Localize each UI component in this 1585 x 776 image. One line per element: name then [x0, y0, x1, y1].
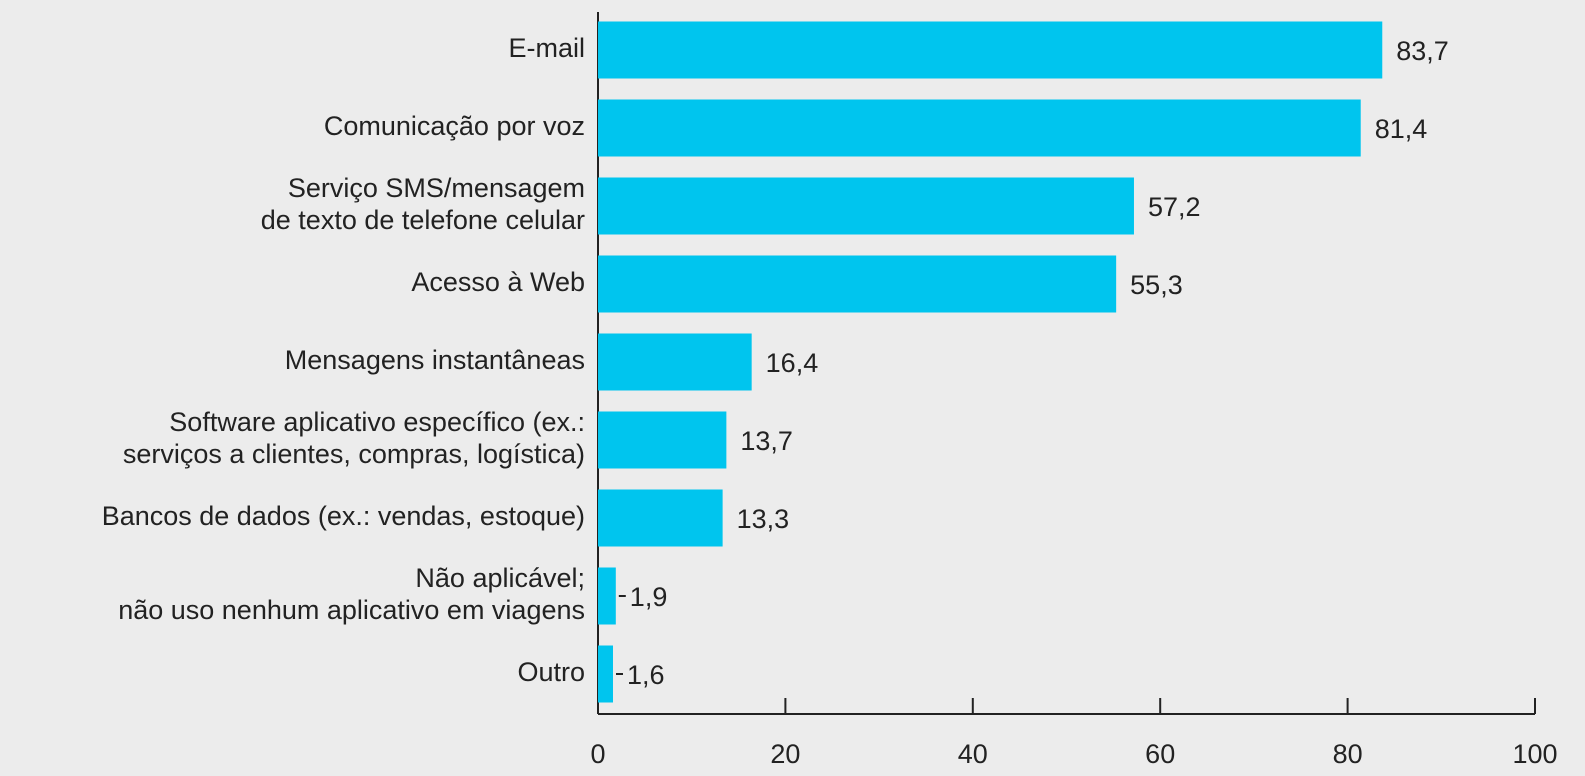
x-tick-label: 20 [770, 739, 800, 769]
value-label: 57,2 [1148, 192, 1201, 222]
category-label: E-mail [508, 33, 585, 63]
bar [598, 333, 752, 391]
category-label: Bancos de dados (ex.: vendas, estoque) [102, 501, 585, 531]
value-label: 55,3 [1130, 270, 1183, 300]
category-label: Comunicação por voz [324, 111, 585, 141]
value-label: 13,3 [737, 504, 790, 534]
category-label: Acesso à Web [411, 267, 585, 297]
category-label: Serviço SMS/mensagem de texto de telefone… [261, 173, 585, 235]
bar [598, 99, 1361, 157]
value-label: 13,7 [740, 426, 793, 456]
value-label: 1,9 [630, 582, 668, 612]
bar [598, 489, 723, 547]
bar [598, 411, 727, 469]
bar [598, 255, 1117, 313]
x-tick-label: 80 [1333, 739, 1363, 769]
value-label: 1,6 [627, 660, 665, 690]
bar [598, 567, 616, 625]
value-label: 16,4 [766, 348, 819, 378]
category-label: Não aplicável; não uso nenhum aplicativo … [118, 563, 585, 625]
value-label: 81,4 [1375, 114, 1428, 144]
category-label: Outro [517, 657, 585, 687]
x-tick-label: 40 [958, 739, 988, 769]
x-tick-label: 0 [590, 739, 605, 769]
category-label: Software aplicativo específico (ex.: serv… [123, 407, 585, 469]
bar [598, 645, 613, 703]
x-tick-label: 100 [1512, 739, 1557, 769]
value-label: 83,7 [1396, 36, 1449, 66]
category-label: Mensagens instantâneas [285, 345, 585, 375]
bar [598, 177, 1134, 235]
x-tick-label: 60 [1145, 739, 1175, 769]
bar [598, 21, 1383, 79]
